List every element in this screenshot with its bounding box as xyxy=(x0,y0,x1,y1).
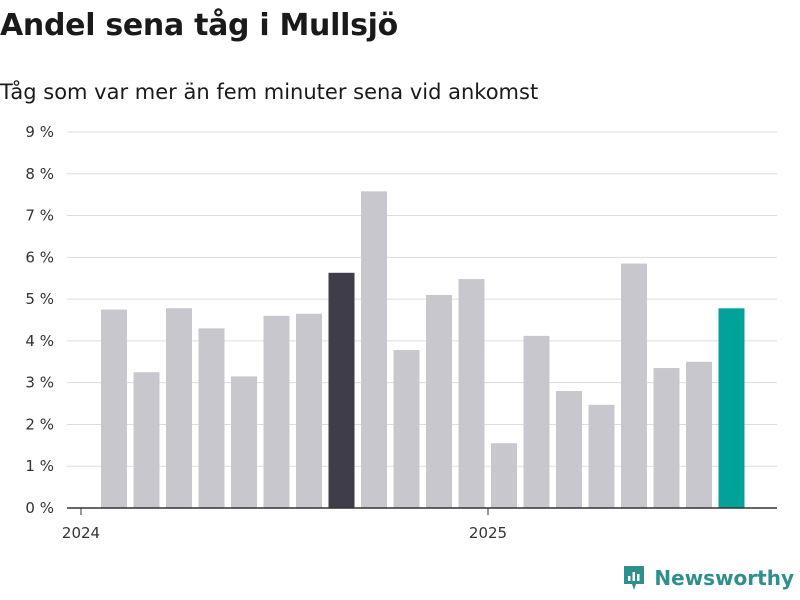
bar-chart: 0 % 1 % 2 % 3 % 4 % 5 % 6 % 7 % 8 % 9 % 2024 2025 xyxy=(25,123,777,542)
bars xyxy=(101,191,745,508)
bar xyxy=(166,308,192,508)
bar xyxy=(523,335,550,508)
bar xyxy=(718,308,745,508)
bar xyxy=(361,191,387,508)
bar xyxy=(686,361,712,508)
y-axis-labels: 0 % 1 % 2 % 3 % 4 % 5 % 6 % 7 % 8 % 9 % xyxy=(25,123,54,517)
y-tick-label: 5 % xyxy=(25,290,54,308)
bar xyxy=(458,279,485,508)
brand-name: Newsworthy xyxy=(654,566,794,590)
bar xyxy=(296,313,322,508)
bar xyxy=(101,309,127,508)
chart-subtitle: Tåg som var mer än fem minuter sena vid … xyxy=(0,80,539,104)
bar xyxy=(588,404,615,508)
newsworthy-chart-icon xyxy=(624,566,645,590)
bar xyxy=(133,372,160,508)
y-tick-label: 2 % xyxy=(25,415,54,433)
bar xyxy=(426,294,452,508)
chart-title: Andel sena tåg i Mullsjö xyxy=(0,8,398,43)
x-axis: 2024 2025 xyxy=(62,507,777,542)
y-tick-label: 9 % xyxy=(25,123,54,141)
y-tick-label: 8 % xyxy=(25,165,54,183)
newsworthy-logo: Newsworthy xyxy=(622,564,794,592)
y-tick-label: 7 % xyxy=(25,207,54,225)
x-tick-label: 2024 xyxy=(62,524,100,542)
y-tick-label: 0 % xyxy=(25,499,54,517)
bar xyxy=(198,328,225,508)
y-tick-label: 1 % xyxy=(25,457,54,475)
y-tick-label: 3 % xyxy=(25,374,54,392)
x-tick-label: 2025 xyxy=(469,524,507,542)
bar xyxy=(491,443,517,508)
bar xyxy=(621,263,647,508)
y-tick-label: 4 % xyxy=(25,332,54,350)
bar xyxy=(231,376,257,508)
bar xyxy=(556,391,582,508)
bar xyxy=(653,368,680,508)
bar xyxy=(328,272,355,508)
bar xyxy=(263,315,290,508)
gridlines xyxy=(67,131,777,467)
y-tick-label: 6 % xyxy=(25,248,54,266)
bar xyxy=(393,350,420,508)
